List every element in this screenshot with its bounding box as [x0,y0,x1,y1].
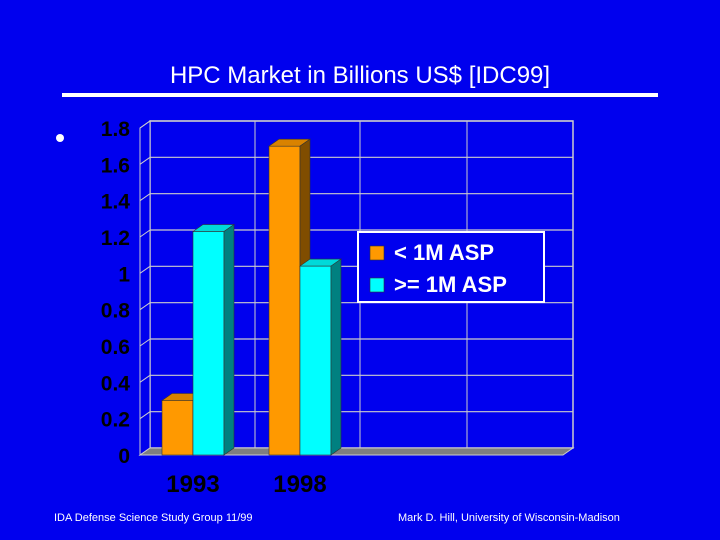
y-tick-label: 0.6 [101,336,130,359]
y-tick-label: 1.8 [101,118,131,141]
y-tick-label: 1.4 [101,191,131,214]
y-tick-label: 1 [118,263,130,286]
bullet-icon [56,134,64,142]
footer-right: Mark D. Hill, University of Wisconsin-Ma… [398,512,620,524]
gridline-side [139,374,151,383]
title-divider [62,93,658,97]
bar [268,145,301,456]
x-tick-label: 1998 [273,471,326,498]
legend-label: < 1M ASP [394,240,494,265]
gridline-side [139,156,151,165]
legend-label: >= 1M ASP [394,272,507,297]
gridline-side [139,120,151,129]
y-tick-label: 0.4 [101,372,131,395]
footer-left: IDA Defense Science Study Group 11/99 [54,512,253,524]
legend-box [357,231,545,303]
gridline-side [139,265,151,274]
bar [299,265,332,456]
legend-swatch [369,245,385,261]
bar-side [223,223,235,456]
plot-floor [138,447,575,456]
y-tick-label: 0 [118,445,130,468]
gridline-side [139,193,151,202]
bar [161,400,194,456]
plot-side-wall [139,120,151,456]
bar-side [330,258,342,456]
y-tick-label: 0.8 [101,300,131,323]
legend-swatch [369,277,385,293]
y-tick-label: 1.2 [101,227,130,250]
gridline-side [139,302,151,311]
y-tick-label: 1.6 [101,154,130,177]
gridline-side [139,338,151,347]
y-tick-label: 0.2 [101,409,130,432]
bar [192,231,225,456]
gridline-side [139,229,151,238]
slide-title: HPC Market in Billions US$ [IDC99] [169,62,551,89]
gridline-side [139,411,151,420]
x-tick-label: 1993 [166,471,219,498]
